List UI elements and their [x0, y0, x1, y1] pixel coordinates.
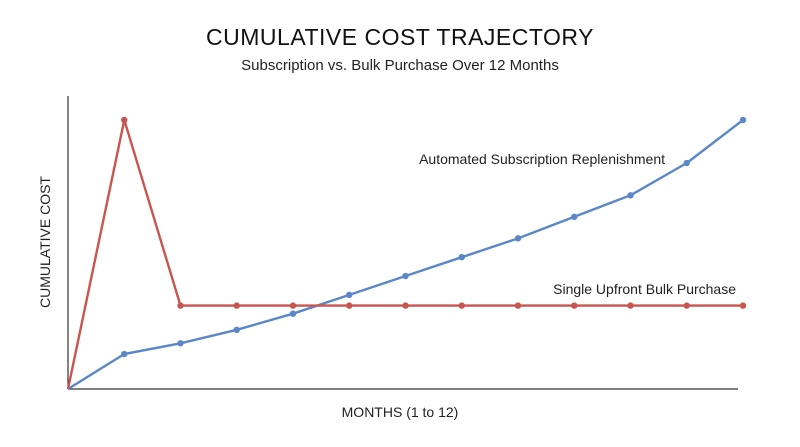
data-point-single-upfront-bulk-purchase-8	[514, 302, 522, 309]
data-point-automated-subscription-replenishment-9	[571, 213, 578, 221]
data-point-single-upfront-bulk-purchase-5	[346, 302, 353, 309]
data-point-single-upfront-bulk-purchase-3	[233, 302, 240, 309]
data-point-automated-subscription-replenishment-12	[739, 116, 747, 124]
series-label-automated-subscription-replenishment: Automated Subscription Replenishment	[419, 151, 665, 167]
data-point-single-upfront-bulk-purchase-6	[402, 302, 409, 309]
data-point-automated-subscription-replenishment-3	[233, 326, 240, 334]
data-point-single-upfront-bulk-purchase-2	[177, 302, 184, 309]
data-point-automated-subscription-replenishment-2	[177, 340, 184, 347]
chart-subtitle: Subscription vs. Bulk Purchase Over 12 M…	[241, 57, 559, 74]
data-point-automated-subscription-replenishment-4	[289, 310, 297, 317]
data-point-single-upfront-bulk-purchase-4	[289, 302, 297, 309]
chart-title: CUMULATIVE COST TRAJECTORY	[206, 24, 594, 50]
data-point-single-upfront-bulk-purchase-11	[683, 302, 690, 309]
data-point-single-upfront-bulk-purchase-10	[627, 302, 634, 309]
data-point-single-upfront-bulk-purchase-12	[739, 302, 747, 309]
data-point-automated-subscription-replenishment-5	[346, 291, 353, 299]
series-single-upfront-bulk-purchase: Single Upfront Bulk Purchase	[66, 116, 747, 390]
data-point-automated-subscription-replenishment-6	[402, 272, 409, 280]
data-point-single-upfront-bulk-purchase-9	[571, 302, 578, 309]
data-point-automated-subscription-replenishment-10	[627, 192, 634, 199]
data-point-automated-subscription-replenishment-11	[683, 159, 690, 167]
data-point-single-upfront-bulk-purchase-1	[121, 116, 128, 124]
x-axis-label: MONTHS (1 to 12)	[341, 404, 459, 420]
data-point-single-upfront-bulk-purchase-7	[458, 302, 465, 309]
series-label-single-upfront-bulk-purchase: Single Upfront Bulk Purchase	[553, 281, 736, 297]
series-automated-subscription-replenishment: Automated Subscription Replenishment	[67, 116, 747, 391]
data-point-automated-subscription-replenishment-7	[458, 253, 465, 261]
data-point-automated-subscription-replenishment-8	[514, 235, 522, 242]
data-point-automated-subscription-replenishment-1	[121, 350, 128, 358]
